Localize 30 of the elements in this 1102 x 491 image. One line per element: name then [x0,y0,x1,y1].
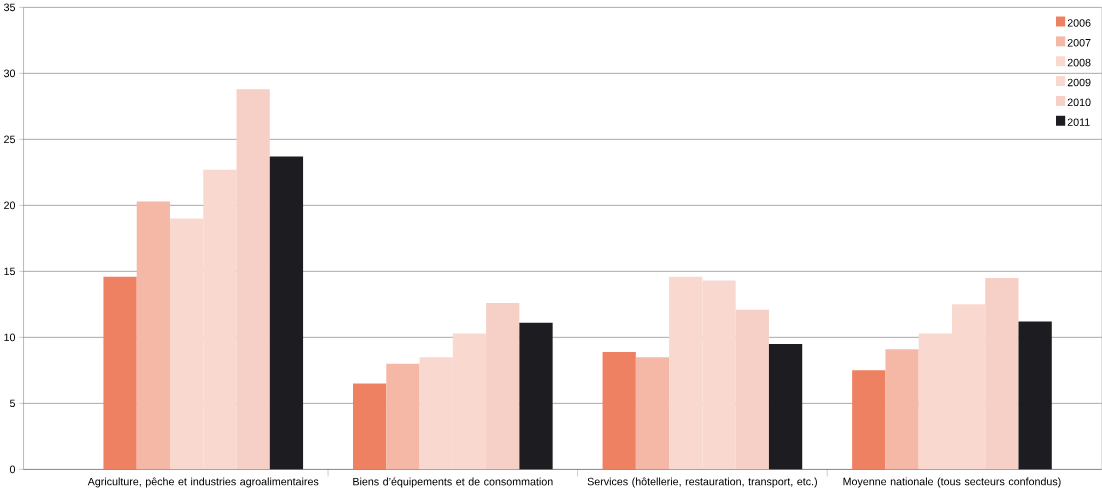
legend-label: 2008 [1067,58,1091,67]
bar [852,370,886,470]
y-tick-label: 10 [4,333,16,342]
legend-label: 2011 [1067,118,1090,126]
legend-label: 2007 [1067,38,1091,47]
x-tick-label: Agriculture, pêche et industries agroalimentaires [87,477,319,488]
y-tick-label: 30 [3,69,16,78]
bar [269,156,304,470]
bar [136,201,170,470]
bar [519,322,553,470]
bar [635,357,670,470]
y-tick-label: 35 [3,3,15,12]
x-tick-label: Moyenne nationale (tous secteurs confondus) [843,477,1061,488]
bar [768,343,803,470]
bar [386,363,420,470]
x-tick-label: Biens d’équipements et de consommation [353,477,553,488]
legend-label: 2006 [1067,19,1091,27]
x-tick-label: Services (hôtellerie, restauration, transport, etc.) [587,477,817,488]
legend-label: 2010 [1067,98,1091,107]
bar [103,276,137,470]
bar [1018,321,1052,470]
legend-label: 2009 [1067,78,1091,87]
y-tick-label: 20 [4,201,16,210]
y-tick-label: 5 [9,399,15,408]
y-tick-label: 0 [9,465,16,474]
y-tick-label: 25 [4,135,15,144]
bar [885,349,919,470]
y-tick-label: 15 [4,267,15,276]
bar [352,383,387,470]
bar [602,351,636,470]
